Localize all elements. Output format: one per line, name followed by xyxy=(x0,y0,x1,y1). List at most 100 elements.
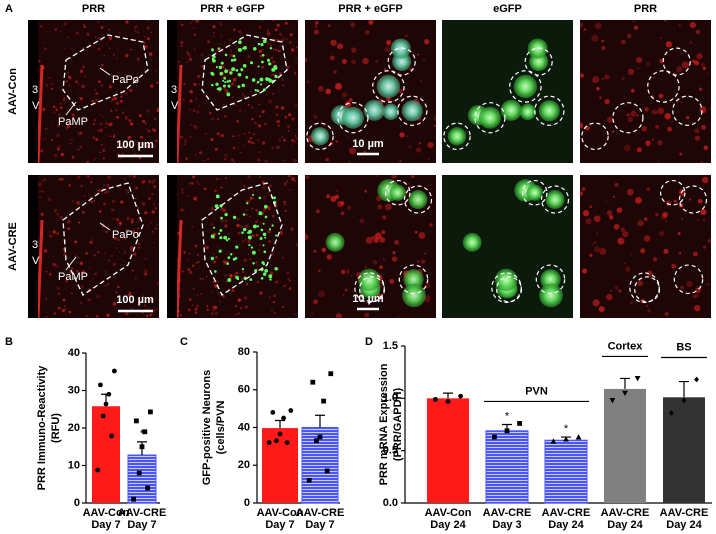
gfp-dot xyxy=(235,275,239,280)
speckle xyxy=(261,110,265,114)
speckle xyxy=(249,258,252,261)
speckle xyxy=(261,65,264,69)
speckle xyxy=(187,268,190,271)
speckle xyxy=(180,45,183,47)
bar xyxy=(544,439,588,504)
speckle xyxy=(275,105,279,109)
speckle xyxy=(296,46,298,49)
cell-outline xyxy=(662,47,691,76)
gfp-dot xyxy=(235,69,239,72)
gfp-dot xyxy=(215,65,218,69)
speckle xyxy=(406,135,409,138)
cell-outline xyxy=(524,47,553,76)
speckle xyxy=(429,223,433,227)
x-tick-label: AAV-CRE xyxy=(542,507,591,519)
speckle xyxy=(192,20,195,23)
speckle xyxy=(232,77,237,82)
speckle xyxy=(422,58,426,62)
speckle xyxy=(47,197,52,201)
y-axis-label: (RFU) xyxy=(50,413,62,443)
speckle xyxy=(644,106,649,112)
speckle xyxy=(280,106,285,110)
gfp-dot xyxy=(269,278,272,281)
speckle xyxy=(608,215,614,220)
speckle xyxy=(104,191,106,194)
speckle xyxy=(201,65,204,68)
speckle xyxy=(247,188,250,191)
speckle xyxy=(234,313,237,317)
speckle xyxy=(239,181,241,183)
speckle xyxy=(274,28,278,32)
speckle xyxy=(405,34,408,37)
speckle xyxy=(624,104,627,106)
speckle xyxy=(147,188,149,191)
speckle xyxy=(321,247,327,253)
gfp-dot xyxy=(243,46,247,50)
speckle xyxy=(257,249,260,252)
cell xyxy=(363,99,385,121)
data-point xyxy=(148,409,153,415)
speckle xyxy=(286,180,289,183)
gfp-dot xyxy=(260,228,264,232)
speckle xyxy=(703,145,709,150)
data-point xyxy=(103,401,109,407)
speckle xyxy=(337,43,344,50)
speckle xyxy=(287,125,291,129)
speckle xyxy=(290,227,294,231)
x-tick-label: AAV-CRE xyxy=(660,507,709,519)
speckle xyxy=(120,145,124,149)
speckle xyxy=(257,158,261,162)
speckle xyxy=(90,181,93,184)
gfp-dot xyxy=(250,246,254,249)
speckle xyxy=(124,117,128,121)
speckle xyxy=(271,20,275,22)
speckle xyxy=(254,121,258,125)
speckle xyxy=(238,244,241,246)
speckle xyxy=(213,260,216,264)
data-point xyxy=(575,434,582,440)
gfp-dot xyxy=(215,82,219,86)
speckle xyxy=(392,251,396,255)
speckle xyxy=(261,20,264,22)
gfp-dot xyxy=(262,39,267,44)
speckle xyxy=(281,136,284,139)
speckle xyxy=(67,227,71,231)
speckle xyxy=(273,312,276,315)
data-point xyxy=(131,496,136,502)
speckle xyxy=(142,295,145,298)
speckle xyxy=(116,57,118,59)
cell-outline xyxy=(535,264,566,295)
bar xyxy=(92,406,120,503)
speckle xyxy=(599,247,607,255)
ventricle-label: 3 xyxy=(32,84,38,96)
speckle xyxy=(580,22,583,28)
speckle xyxy=(645,140,651,146)
speckle xyxy=(122,111,125,114)
speckle xyxy=(207,158,210,161)
speckle xyxy=(240,299,243,302)
speckle xyxy=(341,92,348,98)
speckle xyxy=(69,142,72,145)
speckle xyxy=(98,188,102,192)
speckle xyxy=(145,127,148,130)
speckle xyxy=(112,54,115,56)
speckle xyxy=(137,246,141,250)
speckle xyxy=(671,121,673,123)
speckle xyxy=(87,299,90,301)
x-tick-label: Day 7 xyxy=(265,519,294,531)
speckle xyxy=(145,314,149,318)
speckle xyxy=(147,144,151,149)
speckle xyxy=(282,84,285,87)
speckle xyxy=(180,23,184,27)
speckle xyxy=(676,101,679,104)
speckle xyxy=(82,275,85,278)
speckle xyxy=(56,133,60,138)
speckle xyxy=(103,184,106,187)
speckle xyxy=(81,271,83,274)
significance-label: * xyxy=(505,410,510,422)
speckle xyxy=(417,260,420,263)
speckle xyxy=(88,266,91,269)
speckle xyxy=(107,175,111,179)
cell xyxy=(540,269,561,290)
speckle xyxy=(143,35,147,39)
